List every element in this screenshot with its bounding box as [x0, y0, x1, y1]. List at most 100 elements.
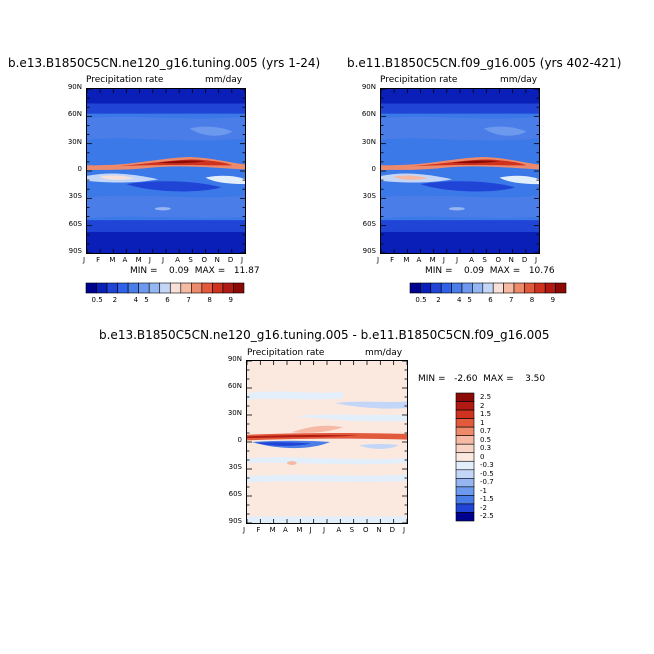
y-tick-label: 60N: [227, 382, 242, 390]
colorbar-label: 0: [480, 452, 485, 461]
x-tick-label: J: [83, 256, 86, 264]
southern-itcz-late: [205, 175, 245, 185]
diff-negative-south-2: [247, 474, 407, 483]
colorbar-label: -0.3: [480, 461, 494, 470]
colorbar-swatch: [544, 282, 556, 294]
x-tick-label: J: [243, 526, 246, 534]
y-tick-label: 90S: [362, 247, 376, 255]
colorbar-svg: [409, 282, 567, 294]
x-tick-label: N: [508, 256, 514, 264]
colorbar-swatch: [106, 282, 118, 294]
storm-track-north: [483, 126, 527, 136]
x-tick-label: D: [389, 526, 396, 534]
panel1-title: b.e13.B1850C5CN.ne120_g16.tuning.005 (yr…: [8, 56, 321, 70]
colorbar-label: 6: [165, 296, 170, 304]
panel1-variable-label: Precipitation rate: [86, 75, 164, 85]
storm-track-south: [154, 207, 171, 211]
y-tick-label: 60N: [67, 110, 82, 119]
colorbar-label: 0.7: [480, 427, 492, 436]
x-tick-label: J: [148, 256, 151, 264]
x-tick-label: N: [376, 526, 382, 534]
x-tick-label: D: [521, 256, 528, 264]
colorbar-swatch: [455, 460, 475, 471]
panel3-variable-label: Precipitation rate: [247, 348, 325, 358]
y-tick-label: 60S: [68, 219, 82, 228]
x-tick-label: F: [256, 526, 261, 534]
colorbar-swatch: [455, 435, 475, 445]
x-tick-label: A: [336, 526, 342, 534]
colorbar-swatch: [138, 282, 150, 294]
x-tick-label: J: [456, 256, 459, 264]
panel3-title: b.e13.B1850C5CN.ne120_g16.tuning.005 - b…: [99, 328, 550, 342]
panel2-variable-label: Precipitation rate: [380, 75, 458, 85]
y-tick-label: 60S: [362, 219, 376, 228]
colorbar-label: 0.5: [91, 296, 103, 304]
y-tick-label: 60S: [228, 490, 242, 498]
x-tick-label: S: [349, 526, 355, 534]
colorbar-swatch: [455, 486, 475, 496]
diff-negative-north: [247, 391, 343, 400]
x-tick-label: J: [377, 256, 380, 264]
colorbar-swatch: [455, 495, 475, 505]
y-tick-label: 90N: [67, 83, 82, 91]
colorbar-label: 2.5: [480, 393, 492, 401]
y-tick-label: 90S: [68, 247, 82, 255]
southern-itcz-core: [99, 175, 135, 180]
colorbar-swatch: [233, 282, 245, 294]
colorbar-swatch: [492, 282, 504, 294]
y-tick-label: 30N: [227, 409, 242, 417]
x-tick-label: J: [403, 526, 406, 534]
x-tick-label: J: [241, 256, 244, 264]
colorbar-swatch: [455, 478, 475, 488]
subpolar-band-north: [381, 103, 539, 114]
panel3-colorbar: 2.5 2 1.5 1 0.7 0.5 0.3 0 -0.3 -0.5 -0.7 -1 -1.5 -2 -2…: [455, 392, 494, 522]
colorbar-swatch: [534, 282, 546, 294]
dry-subtropics-south: [126, 181, 222, 192]
x-tick-label: A: [416, 256, 422, 264]
x-tick-label: A: [469, 256, 474, 264]
colorbar-label: 2: [480, 401, 485, 410]
diff-negative-south: [247, 457, 407, 465]
y-tick-label: 0: [371, 165, 376, 173]
panel1-plot-area: [86, 88, 246, 254]
x-tick-label: M: [109, 256, 116, 264]
colorbar-label: -1: [480, 486, 487, 495]
x-tick-label: A: [283, 526, 288, 534]
y-tick-label: 90N: [227, 355, 242, 363]
colorbar-label: 5: [144, 296, 149, 304]
x-tick-label: O: [201, 256, 208, 264]
colorbar-swatch: [169, 282, 182, 294]
colorbar-svg: [455, 392, 475, 522]
x-tick-label: J: [535, 256, 538, 264]
colorbar-swatch: [513, 282, 525, 294]
colorbar-swatch: [420, 282, 432, 294]
diff-negative-late: [359, 444, 399, 449]
x-tick-label: M: [429, 256, 436, 264]
colorbar-swatch: [555, 282, 567, 294]
colorbar-swatch: [482, 282, 494, 294]
x-tick-label: O: [363, 526, 369, 534]
colorbar-swatch: [455, 452, 475, 462]
colorbar-swatch: [455, 409, 475, 419]
colorbar-swatch: [117, 282, 129, 294]
y-tick-label: 30S: [68, 192, 82, 201]
x-tick-label: S: [188, 256, 193, 264]
x-tick-label: J: [442, 256, 445, 264]
x-tick-label: N: [214, 256, 220, 264]
southern-itcz-core: [393, 175, 429, 180]
colorbar-label: -2: [480, 503, 487, 512]
diff-positive-equator: [247, 433, 407, 441]
y-tick-label: 60N: [361, 110, 376, 119]
itcz-max: [452, 160, 500, 164]
colorbar-label: 4: [457, 296, 462, 304]
colorbar-swatch: [212, 282, 224, 294]
panel2-plot-area: [380, 88, 540, 254]
panel2-title: b.e11.B1850C5CN.f09_g16.005 (yrs 402-421…: [347, 56, 622, 70]
colorbar-swatch: [455, 512, 475, 522]
x-tick-label: M: [296, 526, 303, 534]
colorbar-label: 0.3: [480, 444, 492, 453]
colorbar-swatch: [96, 282, 108, 294]
colorbar-label: 4: [133, 296, 139, 304]
panel3-plot-area: [246, 360, 408, 524]
colorbar-swatch: [148, 282, 161, 294]
